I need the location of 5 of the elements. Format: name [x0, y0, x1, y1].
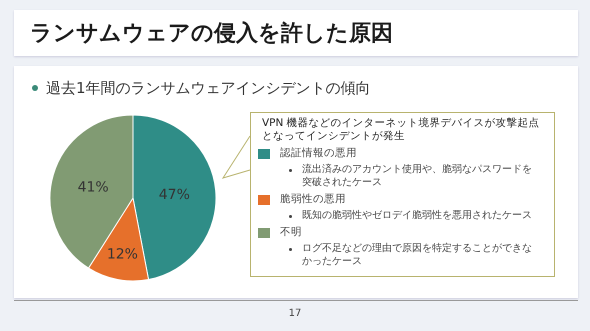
data-label: 12%	[106, 246, 138, 262]
subtitle: 過去1年間のランサムウェアインシデントの傾向	[46, 79, 371, 98]
data-label: 41%	[78, 179, 109, 196]
data-label: 47%	[158, 187, 190, 204]
title: ランサムウェアの侵入を許した原因	[30, 20, 393, 48]
